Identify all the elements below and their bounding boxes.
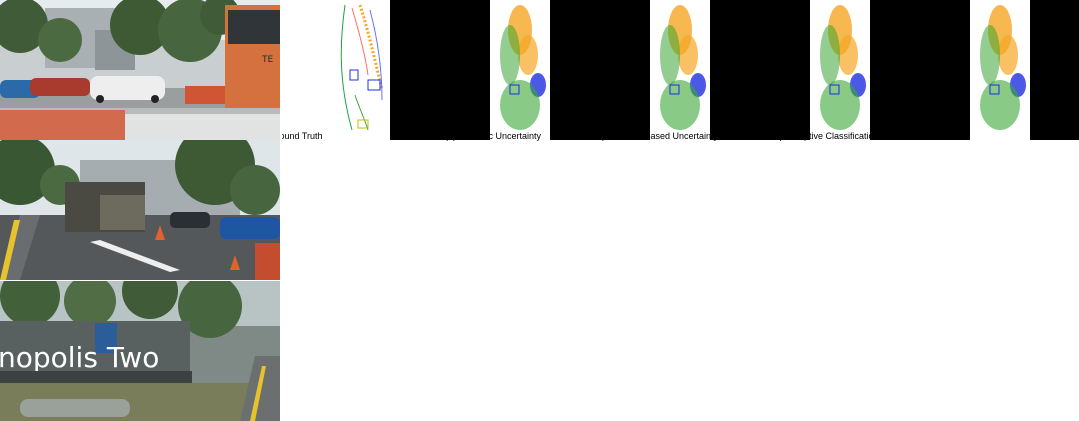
camera-image-front: TE <box>0 0 280 140</box>
black-panel <box>550 0 650 140</box>
building-sign-text: nopolis Two <box>0 341 159 374</box>
black-panel <box>390 0 490 140</box>
camera-image-front-left <box>0 140 280 280</box>
bev-map-epistemic <box>650 0 710 140</box>
caption-groundtruth: (a) Ground Truth <box>282 131 323 141</box>
truck-plate-text: TE <box>261 55 273 65</box>
black-panel <box>870 0 970 140</box>
camera-image-left: nopolis Two <box>0 281 280 421</box>
bev-map-distance <box>810 0 870 140</box>
black-panel <box>710 0 810 140</box>
caption-aleatoric: (b) Aleatoric Uncertainty <box>445 131 542 141</box>
bev-map-proprioceptive <box>970 0 1030 140</box>
black-panel <box>1030 0 1079 140</box>
caption-distance: (d) Distance-based Uncertainty <box>600 131 719 141</box>
bev-map-groundtruth <box>330 0 390 140</box>
bev-map-aleatoric <box>490 0 550 140</box>
caption-proprioceptive: (e) Proprioceptive Classification <box>770 131 879 141</box>
